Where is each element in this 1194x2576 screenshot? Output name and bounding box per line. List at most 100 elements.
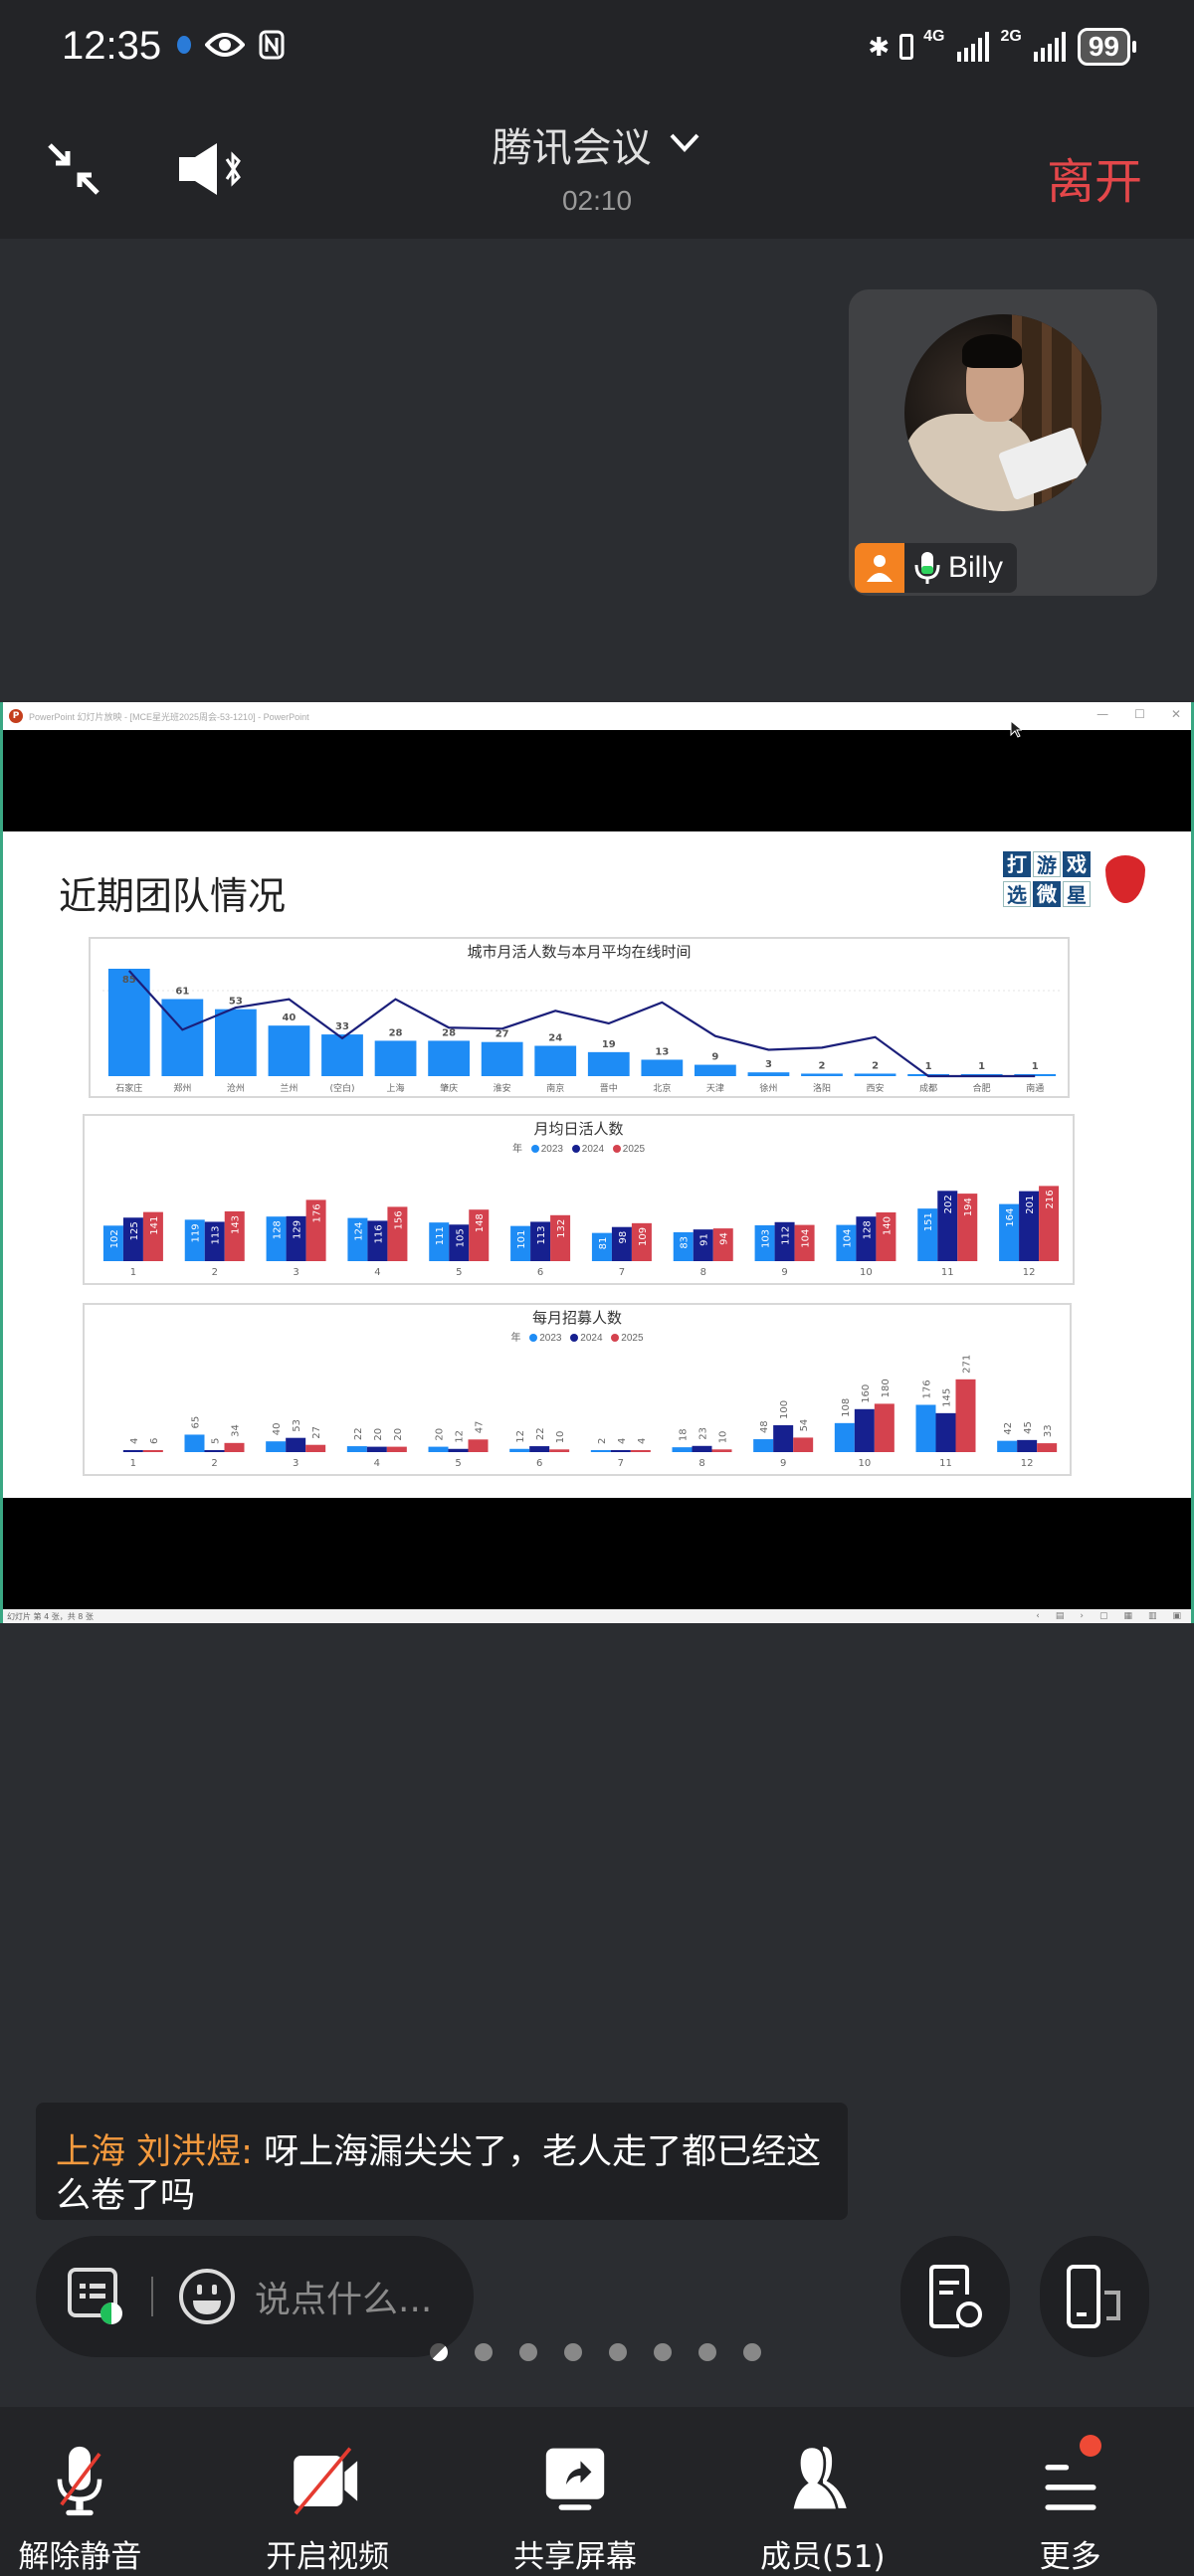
svg-text:102: 102 [109, 1229, 120, 1248]
meeting-elapsed-time: 02:10 [561, 185, 633, 216]
brand-char: 选 [1003, 881, 1031, 907]
minimize-icon[interactable]: — [1096, 707, 1109, 721]
mic-on-icon [914, 552, 940, 584]
svg-text:1: 1 [130, 1458, 136, 1469]
svg-text:271: 271 [962, 1355, 973, 1374]
close-icon[interactable]: ✕ [1170, 707, 1181, 721]
members-button[interactable]: 成员(51) [698, 2407, 946, 2576]
svg-text:65: 65 [191, 1416, 202, 1429]
reading-view-icon[interactable]: ▥ [1147, 1611, 1157, 1621]
page-dot[interactable] [564, 2343, 582, 2361]
svg-text:7: 7 [619, 1267, 625, 1278]
svg-text:5: 5 [455, 1458, 461, 1469]
svg-text:1: 1 [1032, 1061, 1039, 1072]
status-time: 12:35 [62, 24, 162, 68]
normal-view-icon[interactable]: ▢ [1098, 1611, 1108, 1621]
start-video-button[interactable]: 开启视频 [204, 2407, 452, 2576]
slide-counter: 幻灯片 第 4 张，共 8 张 [7, 1611, 94, 1621]
bluetooth-speaker-icon[interactable] [177, 141, 247, 197]
svg-text:2: 2 [819, 1060, 826, 1071]
svg-text:1: 1 [130, 1267, 136, 1278]
svg-text:沧州: 沧州 [227, 1082, 245, 1094]
svg-text:8: 8 [700, 1267, 706, 1278]
shared-screen[interactable]: P PowerPoint 幻灯片放映 - [MCE星光班2025周会-53-12… [0, 702, 1194, 1623]
svg-text:3: 3 [293, 1458, 298, 1469]
page-indicator[interactable] [430, 2343, 761, 2361]
participant-name: Billy [948, 551, 1004, 584]
prev-slide-icon[interactable]: ‹ [1036, 1611, 1040, 1621]
page-dot[interactable] [475, 2343, 493, 2361]
chat-text: 呀上海漏尖尖了，老人走了都已经这么卷了吗 [56, 2132, 822, 2216]
brand-logo: 打 游 戏 选 微 星 [1003, 851, 1094, 909]
svg-text:176: 176 [312, 1203, 323, 1222]
powerpoint-logo-icon: P [9, 709, 23, 723]
leave-button[interactable]: 离开 [1046, 154, 1142, 210]
meeting-title[interactable]: 腾讯会议 [0, 115, 1194, 173]
page-dot[interactable] [698, 2343, 716, 2361]
svg-text:94: 94 [719, 1232, 730, 1245]
app-notification-icon [177, 36, 191, 54]
svg-text:116: 116 [373, 1224, 384, 1243]
notes-button[interactable] [900, 2236, 1010, 2357]
svg-text:151: 151 [923, 1212, 934, 1231]
svg-text:成都: 成都 [919, 1082, 937, 1094]
msi-dragon-logo-icon [1105, 855, 1145, 903]
more-button[interactable]: 更多 [946, 2407, 1194, 2576]
page-dot[interactable] [654, 2343, 672, 2361]
svg-text:西安: 西安 [867, 1082, 885, 1094]
svg-text:53: 53 [229, 997, 243, 1008]
members-label: 成员(51) [759, 2539, 886, 2575]
svg-text:6: 6 [537, 1267, 543, 1278]
minimize-window-icon[interactable] [46, 141, 101, 197]
slide-sorter-icon[interactable]: ▦ [1123, 1611, 1132, 1621]
svg-text:6: 6 [536, 1458, 542, 1469]
svg-text:4: 4 [129, 1438, 140, 1444]
chat-input-placeholder[interactable]: 说点什么... [255, 2280, 433, 2320]
avatar [904, 314, 1101, 511]
signal-icon-2 [1033, 32, 1066, 62]
svg-text:47: 47 [475, 1421, 486, 1434]
svg-text:2: 2 [211, 1458, 217, 1469]
page-dot-active[interactable] [430, 2343, 448, 2361]
svg-text:13: 13 [655, 1046, 669, 1057]
network-4g: 4G [923, 28, 945, 45]
status-right: ✱ 4G 2G 99 [868, 28, 1137, 66]
share-screen-button[interactable]: 共享屏幕 [452, 2407, 699, 2576]
svg-text:10: 10 [718, 1431, 729, 1444]
mouse-cursor-icon [1010, 720, 1022, 738]
switch-device-button[interactable] [1040, 2236, 1149, 2357]
svg-text:140: 140 [882, 1216, 893, 1235]
captions-icon[interactable] [66, 2266, 127, 2327]
chat-sender: 上海 刘洪煜: [56, 2132, 253, 2172]
divider [151, 2277, 153, 2316]
chat-input-bar[interactable]: 说点什么... [36, 2236, 474, 2357]
svg-text:5: 5 [456, 1267, 462, 1278]
chart-daily-active: 月均日活人数 年 2023 2024 2025 102 125 141 1 119 113… [83, 1114, 1075, 1285]
slideshow-view-icon[interactable]: ▣ [1172, 1611, 1181, 1621]
svg-text:9: 9 [711, 1052, 718, 1063]
brand-char: 戏 [1063, 851, 1091, 877]
bluetooth-icon: ✱ [868, 31, 891, 62]
unmute-button[interactable]: 解除静音 [0, 2407, 204, 2576]
participant-nametag: Billy [855, 543, 1018, 593]
share-screen-icon [545, 2448, 605, 2510]
svg-text:3: 3 [293, 1267, 298, 1278]
page-dot[interactable] [519, 2343, 537, 2361]
maximize-icon[interactable]: ☐ [1134, 707, 1145, 721]
svg-text:34: 34 [231, 1424, 242, 1437]
svg-text:124: 124 [353, 1222, 364, 1241]
page-dot[interactable] [609, 2343, 627, 2361]
participant-tile[interactable]: Billy [849, 289, 1157, 596]
svg-text:128: 128 [273, 1220, 284, 1239]
chart-title: 城市月活人数与本月平均在线时间 [467, 943, 692, 961]
svg-text:20: 20 [393, 1428, 404, 1441]
svg-text:23: 23 [698, 1427, 709, 1440]
svg-text:2: 2 [597, 1438, 608, 1444]
svg-text:176: 176 [922, 1380, 933, 1398]
emoji-icon[interactable] [177, 2267, 237, 2326]
svg-text:北京: 北京 [653, 1082, 671, 1094]
page-dot[interactable] [743, 2343, 761, 2361]
next-slide-icon[interactable]: › [1080, 1611, 1084, 1621]
slide-menu-icon[interactable]: ▤ [1055, 1611, 1065, 1621]
svg-text:33: 33 [335, 1021, 349, 1032]
